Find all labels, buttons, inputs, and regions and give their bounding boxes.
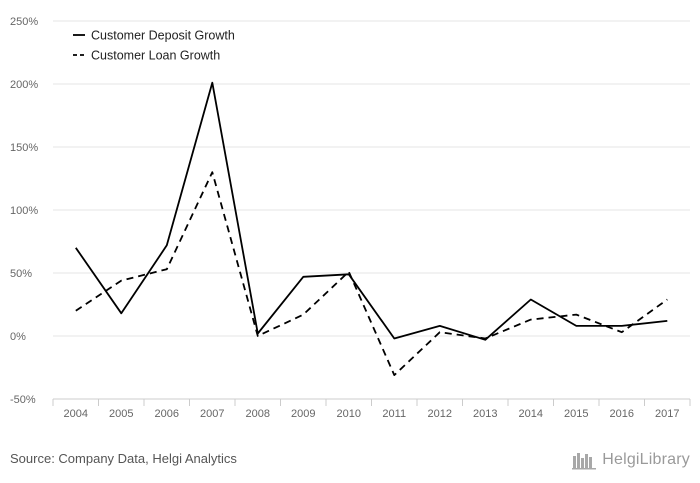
x-tick-label: 2005 (109, 408, 133, 420)
footer: Source: Company Data, Helgi Analytics He… (0, 440, 700, 483)
x-tick-label: 2012 (428, 408, 452, 420)
x-axis: 2004 2005 2006 2007 2008 2009 2010 2011 2012 2013… (52, 398, 691, 420)
chart: 250% 200% 150% 100% 50% 0% -50% 2004 2005 2006 20… (10, 16, 691, 420)
helgi-library-logo: HelgiLibrary (572, 448, 690, 472)
x-tick-label: 2011 (382, 408, 406, 420)
y-tick-label: -50% (10, 394, 36, 406)
grid-lines (53, 20, 690, 337)
legend: Customer Deposit Growth Customer Loan Gro… (73, 29, 235, 63)
library-books-icon (572, 453, 597, 470)
x-tick-label: 2009 (291, 408, 315, 420)
y-tick-label: 200% (10, 79, 38, 91)
x-tick-label: 2015 (564, 408, 588, 420)
y-tick-label: 250% (10, 16, 38, 28)
x-tick-label: 2010 (337, 408, 361, 420)
x-tick-label: 2017 (655, 408, 679, 420)
x-tick-label: 2004 (64, 408, 88, 420)
series-line-customer-loan-growth (75, 171, 668, 377)
x-tick-label: 2006 (155, 408, 179, 420)
line-chart-svg: 250%200%150%100%50%0%-50% 2004 2005 2006 20… (10, 16, 691, 420)
x-tick-label: 2007 (200, 408, 224, 420)
x-tick-label: 2016 (610, 408, 634, 420)
legend-label: Customer Loan Growth (91, 49, 220, 63)
y-axis-tick-labels: 250% 200% 150% 100% 50% 0% -50% (10, 16, 38, 406)
series-lines (75, 81, 668, 377)
logo-text: HelgiLibrary (602, 451, 690, 468)
y-tick-label: 150% (10, 142, 38, 154)
series-line-customer-deposit-growth (75, 81, 668, 341)
y-tick-label: 0% (10, 331, 26, 343)
x-tick-label: 2014 (519, 408, 543, 420)
x-tick-label: 2008 (246, 408, 270, 420)
legend-label: Customer Deposit Growth (91, 29, 235, 43)
y-tick-label: 100% (10, 205, 38, 217)
y-tick-label: 50% (10, 268, 32, 280)
x-tick-label: 2013 (473, 408, 497, 420)
source-text: Source: Company Data, Helgi Analytics (10, 451, 237, 466)
